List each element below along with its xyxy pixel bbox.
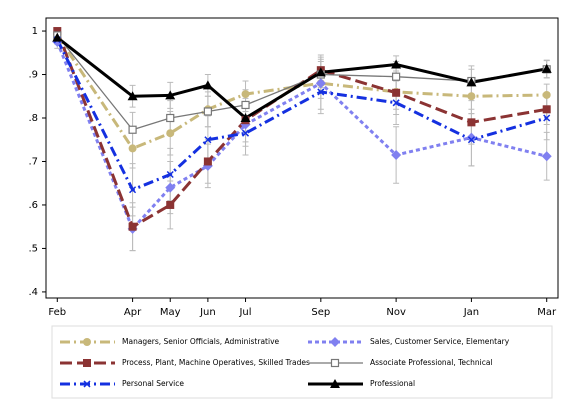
- legend-marker: [330, 358, 340, 368]
- x-tick-label: May: [160, 307, 181, 318]
- point: [391, 149, 402, 160]
- point: [128, 144, 137, 153]
- point: [240, 113, 251, 122]
- legend-box: [51, 325, 553, 399]
- y-tick-label: .9: [28, 70, 38, 81]
- point: [315, 78, 326, 89]
- point: [165, 182, 176, 193]
- legend-marker: [330, 337, 340, 347]
- point: [541, 63, 552, 73]
- point: [317, 88, 325, 96]
- legend-marker: [83, 338, 91, 346]
- point: [392, 99, 400, 107]
- point: [542, 105, 551, 114]
- y-tick-label: .8: [28, 113, 38, 124]
- point: [53, 27, 62, 36]
- y-tick-label: 1: [32, 26, 38, 37]
- y-tick-label: .5: [28, 243, 38, 254]
- point: [466, 77, 477, 87]
- point: [166, 200, 175, 209]
- legend-label: Sales, Customer Service, Elementary: [370, 337, 510, 346]
- y-tick-label: .7: [28, 156, 38, 167]
- point: [166, 170, 174, 179]
- point: [241, 100, 250, 110]
- point: [467, 136, 475, 144]
- point: [128, 125, 137, 134]
- point: [127, 91, 138, 101]
- point: [392, 72, 401, 81]
- point: [467, 92, 476, 101]
- plot-frame: [45, 17, 559, 299]
- point: [315, 67, 326, 77]
- x-tick-label: Jan: [463, 307, 479, 318]
- point: [541, 151, 552, 162]
- point: [466, 132, 477, 143]
- point: [204, 136, 212, 144]
- point: [543, 114, 551, 122]
- x-tick-label: Feb: [48, 307, 66, 318]
- point: [52, 32, 63, 42]
- y-tick-label: .4: [28, 287, 38, 298]
- legend-label: Personal Service: [122, 379, 184, 388]
- point: [542, 90, 551, 99]
- x-tick-label: Nov: [386, 307, 406, 318]
- x-tick-label: Apr: [124, 307, 142, 318]
- point: [391, 59, 402, 69]
- point: [241, 90, 250, 99]
- point: [467, 118, 476, 127]
- point: [165, 90, 176, 100]
- x-tick-label: Mar: [537, 307, 557, 318]
- point: [166, 113, 175, 123]
- point: [241, 129, 250, 137]
- legend-label: Associate Professional, Technical: [370, 358, 493, 367]
- point: [203, 107, 212, 116]
- series-line: [55, 41, 548, 232]
- y-tick-label: .6: [28, 200, 38, 211]
- point: [129, 186, 137, 194]
- x-tick-label: Jun: [199, 307, 216, 318]
- legend-marker: [83, 359, 91, 367]
- legend-label: Managers, Senior Officials, Administrati…: [122, 337, 280, 346]
- series-line: [55, 39, 548, 192]
- legend: Managers, Senior Officials, Administrati…: [60, 337, 510, 388]
- point: [128, 222, 137, 231]
- point: [166, 129, 175, 138]
- legend-label: Process, Plant, Machine Operatives, Skil…: [122, 358, 310, 367]
- point: [202, 80, 213, 90]
- point: [203, 157, 212, 166]
- x-tick-label: Jul: [238, 307, 251, 318]
- legend-label: Professional: [370, 379, 415, 388]
- point: [392, 88, 401, 97]
- x-tick-label: Sep: [311, 307, 330, 318]
- legend-marker: [83, 380, 91, 388]
- legend-marker: [330, 379, 340, 388]
